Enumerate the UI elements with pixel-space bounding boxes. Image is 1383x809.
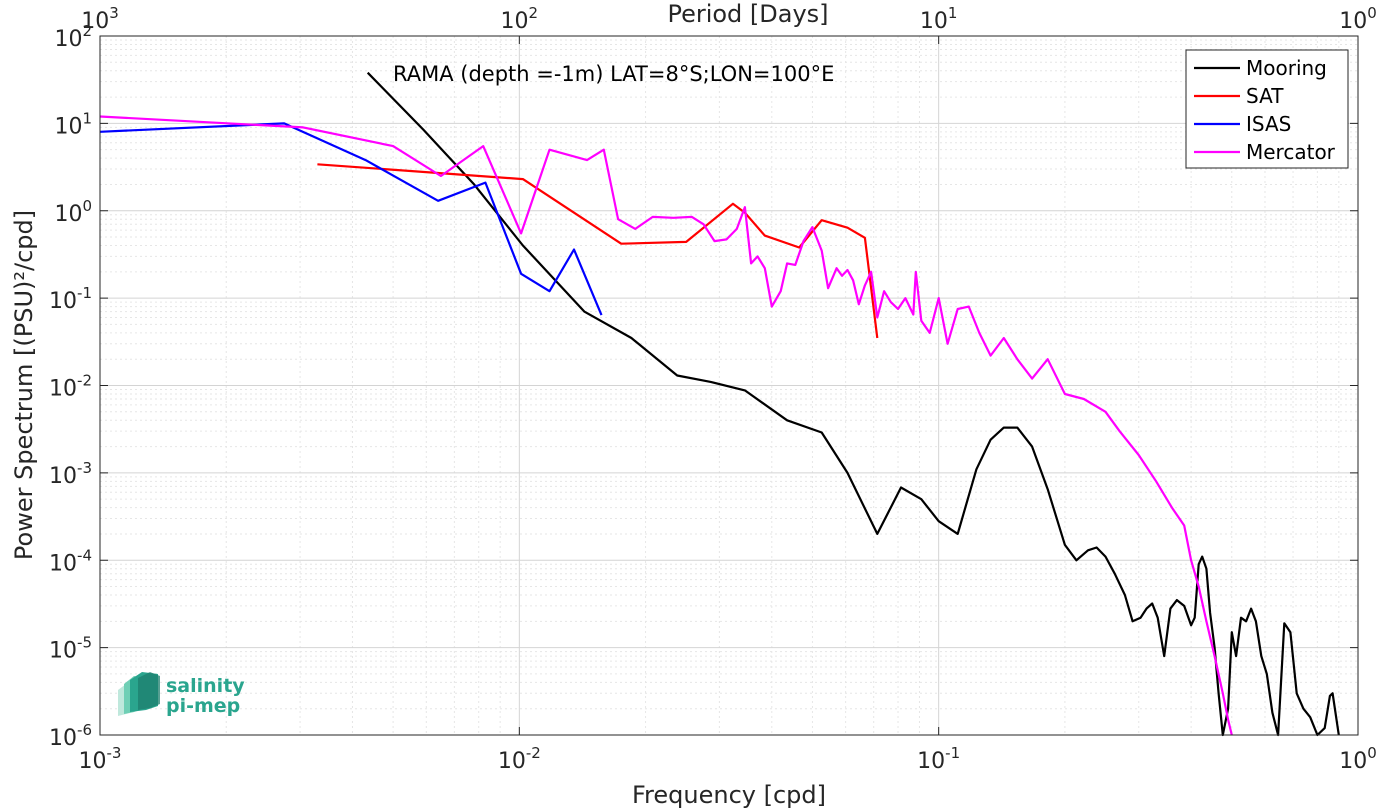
top-tick-label: 101 (920, 4, 958, 34)
y-tick-label: 10-1 (49, 284, 92, 314)
legend: Mooring SAT ISAS Mercator (1185, 49, 1349, 169)
salinity-pi-mep-logo: salinity pi-mep (118, 672, 245, 717)
y-tick-label: 102 (54, 22, 92, 52)
x-tick-label: 10-1 (917, 744, 960, 774)
legend-label-isas: ISAS (1246, 112, 1291, 136)
y-tick-label: 10-2 (49, 372, 92, 402)
series-layer (99, 71, 1340, 737)
legend-label-mercator: Mercator (1246, 140, 1336, 164)
x-tick-label: 100 (1339, 744, 1377, 774)
top-tick-label: 102 (501, 4, 539, 34)
logo-line2: pi-mep (166, 695, 240, 717)
y-tick-label: 10-5 (49, 634, 92, 664)
top-tick-label: 100 (1339, 4, 1377, 34)
x-axis-label: Frequency [cpd] (632, 781, 826, 809)
y-tick-label: 10-6 (49, 721, 92, 751)
x-tick-label: 10-3 (79, 744, 122, 774)
y-tick-label: 10-4 (49, 546, 92, 576)
series-line-isas (99, 122, 603, 316)
legend-label-sat: SAT (1246, 84, 1284, 108)
logo-mark-icon (118, 672, 160, 716)
logo-line1: salinity (166, 675, 245, 697)
x-tick-label: 10-2 (498, 744, 541, 774)
top-tick-label: 103 (81, 4, 119, 34)
series-line-mercator (99, 115, 1233, 736)
series-line-sat (317, 163, 879, 339)
y-tick-label: 101 (54, 109, 92, 139)
legend-label-mooring: Mooring (1246, 56, 1327, 80)
y-tick-label: 10-3 (49, 459, 92, 489)
series-line-mooring (366, 71, 1340, 737)
y-tick-label: 100 (54, 197, 92, 227)
top-axis-label: Period [Days] (667, 0, 828, 28)
y-axis-label: Power Spectrum [(PSU)²/cpd] (10, 210, 38, 560)
legend-box (1185, 49, 1349, 169)
annotation-text: RAMA (depth =-1m) LAT=8°S;LON=100°E (393, 62, 834, 86)
